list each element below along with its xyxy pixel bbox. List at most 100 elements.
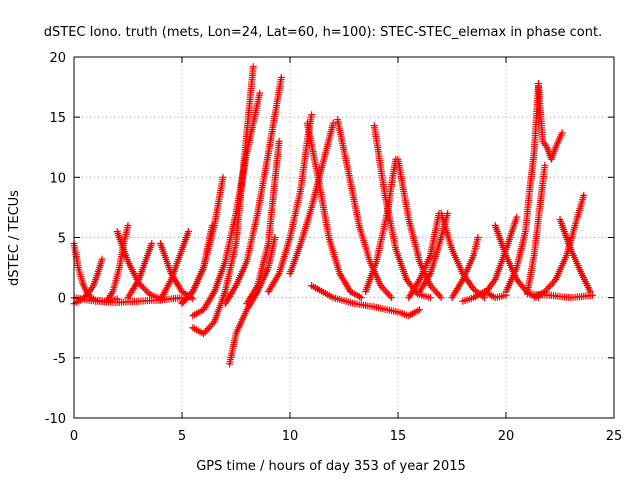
data-series bbox=[416, 209, 452, 296]
data-point bbox=[98, 255, 106, 263]
data-series bbox=[524, 290, 596, 302]
y-axis-label: dSTEC / TECUs bbox=[7, 190, 22, 286]
data-point bbox=[588, 291, 596, 299]
data-series bbox=[405, 209, 443, 302]
data-point bbox=[378, 283, 386, 291]
data-point bbox=[426, 294, 434, 302]
data-point bbox=[187, 289, 195, 297]
data-point bbox=[429, 285, 437, 293]
y-tick-label: 20 bbox=[49, 51, 66, 66]
x-tick-label: 25 bbox=[606, 429, 623, 444]
data-point bbox=[271, 234, 279, 241]
data-point bbox=[513, 213, 521, 221]
data-point bbox=[148, 240, 156, 248]
data-series bbox=[221, 73, 285, 308]
data-point bbox=[204, 325, 212, 333]
data-point bbox=[431, 287, 439, 295]
data-point bbox=[474, 234, 482, 241]
chart-title: dSTEC Iono. truth (mets, Lon=24, Lat=60,… bbox=[44, 25, 602, 40]
data-point bbox=[200, 330, 208, 338]
data-point bbox=[256, 89, 264, 97]
x-axis-label: GPS time / hours of day 353 of year 2015 bbox=[196, 459, 466, 474]
data-point bbox=[547, 281, 555, 289]
data-point bbox=[144, 289, 152, 297]
data-series bbox=[189, 63, 257, 338]
data-series bbox=[156, 227, 192, 304]
grid bbox=[74, 57, 614, 418]
data-point bbox=[428, 283, 436, 291]
data-series bbox=[491, 221, 542, 302]
data-series bbox=[534, 79, 566, 163]
x-tick-label: 10 bbox=[282, 429, 299, 444]
data-series bbox=[124, 240, 156, 302]
y-tick-label: 10 bbox=[49, 171, 66, 186]
data-point bbox=[558, 129, 566, 137]
data-point bbox=[207, 321, 215, 329]
data-point bbox=[381, 287, 389, 295]
data-point bbox=[433, 289, 441, 297]
data-point bbox=[388, 294, 396, 302]
data-series bbox=[459, 288, 510, 305]
y-tick-label: -5 bbox=[53, 352, 66, 367]
data-point bbox=[139, 284, 147, 292]
y-axis: -10 -5 0 5 10 15 20 bbox=[45, 51, 614, 427]
x-tick-label: 20 bbox=[498, 429, 515, 444]
y-tick-label: -10 bbox=[45, 412, 66, 427]
data-point bbox=[181, 296, 189, 304]
data-point bbox=[544, 284, 552, 292]
data-series bbox=[370, 122, 434, 302]
data-point bbox=[416, 306, 424, 314]
x-axis: 0 5 10 15 20 25 bbox=[70, 57, 622, 444]
data-point bbox=[426, 282, 434, 290]
x-tick-label: 0 bbox=[70, 429, 78, 444]
data-point bbox=[437, 294, 445, 302]
data-series bbox=[189, 89, 264, 320]
data-series bbox=[524, 161, 549, 296]
data-point bbox=[436, 292, 444, 300]
data-point bbox=[143, 287, 151, 295]
data-point bbox=[357, 294, 365, 302]
data-point bbox=[184, 293, 192, 301]
data-series bbox=[303, 119, 365, 302]
data-series bbox=[70, 294, 186, 306]
data-point bbox=[549, 279, 557, 287]
data-series bbox=[448, 234, 482, 302]
data-series bbox=[437, 209, 488, 302]
data-series bbox=[480, 213, 521, 298]
data-point bbox=[249, 63, 257, 71]
y-tick-label: 0 bbox=[58, 292, 66, 307]
data-point bbox=[203, 326, 211, 334]
data-point bbox=[329, 119, 337, 127]
data-point bbox=[138, 282, 146, 290]
data-point bbox=[206, 323, 214, 331]
data-point bbox=[275, 137, 283, 145]
data-series bbox=[502, 83, 542, 296]
data-point bbox=[550, 277, 558, 285]
data-series bbox=[556, 215, 594, 296]
data-point bbox=[178, 300, 186, 308]
data-point bbox=[189, 295, 197, 303]
data-point bbox=[380, 285, 388, 293]
data-point bbox=[308, 111, 316, 119]
data-point bbox=[277, 73, 285, 81]
data-point bbox=[384, 290, 392, 298]
data-series bbox=[243, 137, 283, 308]
x-tick-label: 5 bbox=[178, 429, 186, 444]
data-point bbox=[186, 291, 194, 299]
data-point bbox=[542, 286, 550, 294]
data-point bbox=[444, 209, 452, 217]
y-tick-label: 5 bbox=[58, 232, 66, 247]
data-point bbox=[180, 298, 188, 306]
data-point bbox=[141, 285, 149, 293]
data-point bbox=[201, 328, 209, 336]
data-point bbox=[124, 221, 132, 229]
data-point bbox=[184, 227, 192, 235]
data-point bbox=[383, 289, 391, 297]
data-point bbox=[377, 282, 385, 290]
data-point bbox=[580, 191, 588, 199]
y-tick-label: 15 bbox=[49, 111, 66, 126]
data-series bbox=[334, 116, 396, 302]
data-point bbox=[546, 282, 554, 290]
series-group bbox=[70, 63, 596, 368]
